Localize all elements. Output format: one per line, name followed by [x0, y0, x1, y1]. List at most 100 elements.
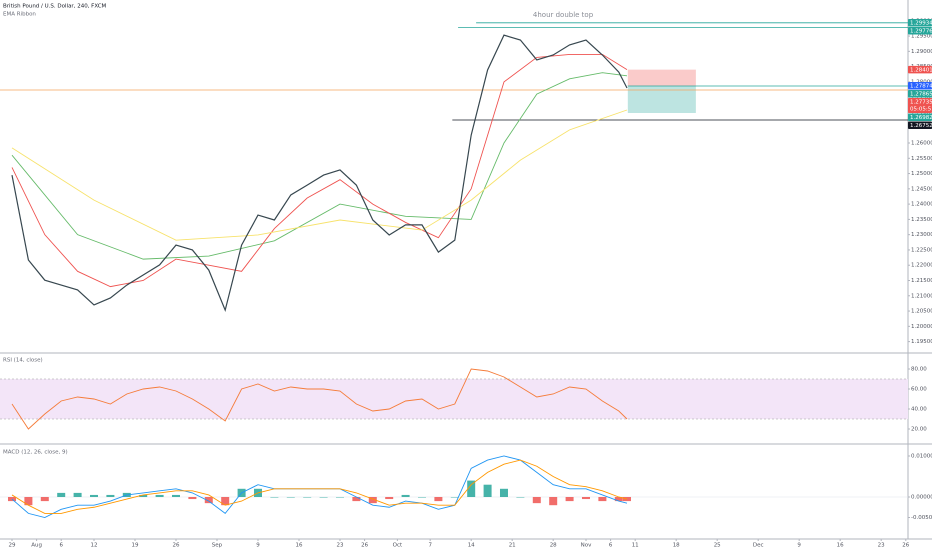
histogram-bar: [319, 496, 328, 498]
price-line: [11, 53, 628, 288]
histogram-bar: [549, 496, 558, 506]
price-tag-label: 1.27874: [910, 83, 932, 89]
y-tick-label: 1.20500: [911, 309, 932, 315]
y-tick-label: 40.00: [911, 407, 927, 413]
price-tag: [908, 113, 932, 121]
price-tag: [908, 27, 932, 35]
histogram-bar: [385, 496, 394, 500]
y-tick-label: 1.21500: [911, 278, 932, 284]
price-tag-label: 1.29776: [910, 28, 932, 34]
histogram-bar: [417, 496, 426, 498]
y-tick-label: 1.27500: [911, 95, 932, 101]
x-tick-label: 14: [468, 543, 475, 549]
x-tick-label: 7: [428, 543, 432, 549]
x-tick-label: 21: [509, 543, 516, 549]
histogram-bar: [401, 494, 410, 497]
x-tick-label: 16: [837, 543, 844, 549]
y-tick-label: 1.22500: [911, 247, 932, 253]
histogram-bar: [40, 496, 49, 502]
y-tick-label: 1.19500: [911, 339, 932, 345]
histogram-bar: [106, 494, 115, 497]
price-tag: [908, 89, 932, 98]
histogram-bar: [188, 496, 197, 500]
x-tick-label: 23: [878, 543, 885, 549]
y-tick-label: 60.00: [911, 387, 927, 393]
annotation: 4hour double top: [533, 11, 594, 19]
price-line: [11, 34, 628, 313]
histogram-bar: [73, 492, 82, 497]
indicator-title: EMA Ribbon: [3, 12, 36, 18]
x-tick-label: 23: [336, 543, 343, 549]
y-tick-label: 0.01000: [911, 453, 932, 459]
y-tick-label: 1.24000: [911, 202, 932, 208]
histogram-bar: [598, 496, 607, 502]
x-tick-label: 25: [714, 543, 721, 549]
x-tick-label: 26: [902, 543, 909, 549]
histogram-bar: [171, 494, 180, 497]
y-tick-label: 1.20000: [911, 324, 932, 330]
price-tag-label: 1.26752: [910, 123, 932, 129]
y-tick-label: 1.29000: [911, 49, 932, 55]
x-tick-label: 9: [797, 543, 801, 549]
chart-title: British Pound / U.S. Dollar, 240, FXCM: [3, 4, 107, 10]
price-tag: [908, 81, 932, 90]
y-tick-label: 1.21000: [911, 293, 932, 299]
x-tick-label: 18: [673, 543, 680, 549]
stop-zone: [627, 69, 696, 87]
y-tick-label: 1.22000: [911, 263, 932, 269]
x-tick-label: 6: [609, 543, 613, 549]
price-tag: [908, 65, 932, 74]
x-tick-label: 28: [550, 543, 557, 549]
y-tick-label: 1.25000: [911, 171, 932, 177]
x-tick-label: 26: [361, 543, 368, 549]
price-countdown: 05:05:51: [910, 107, 932, 113]
x-tick-label: Oct: [393, 543, 403, 549]
histogram-bar: [622, 496, 631, 502]
histogram-bar: [434, 496, 443, 502]
histogram-bar: [270, 496, 279, 498]
histogram-bar: [221, 496, 230, 506]
histogram-bar: [581, 496, 590, 500]
y-tick-label: 0.00000: [911, 494, 932, 500]
histogram-bar: [303, 496, 312, 498]
price-tag-label: 1.27865: [910, 91, 932, 97]
x-tick-label: 16: [295, 543, 302, 549]
rsi-title: RSI (14, close): [3, 358, 43, 364]
x-tick-label: 29: [8, 543, 15, 549]
y-tick-label: 1.23500: [911, 217, 932, 223]
x-tick-label: 9: [256, 543, 260, 549]
macd-line: [11, 459, 628, 514]
rsi-line: [11, 368, 628, 430]
x-tick-label: 19: [131, 543, 138, 549]
x-tick-label: Nov: [581, 543, 592, 549]
histogram-bar: [335, 496, 344, 498]
histogram-bar: [450, 496, 459, 498]
histogram-bar: [155, 494, 164, 497]
y-tick-label: 1.24500: [911, 186, 932, 192]
y-tick-label: 20.00: [911, 427, 927, 433]
histogram-bar: [565, 496, 574, 502]
rsi-band: [0, 379, 908, 419]
histogram-bar: [516, 496, 525, 498]
histogram-bar: [139, 494, 148, 497]
x-tick-label: 26: [172, 543, 179, 549]
y-tick-label: 1.25500: [911, 156, 932, 162]
histogram-bar: [532, 496, 541, 504]
x-tick-label: Sep: [212, 543, 223, 549]
histogram-bar: [499, 488, 508, 497]
y-tick-label: 1.23000: [911, 232, 932, 238]
x-tick-label: Dec: [753, 543, 764, 549]
histogram-bar: [467, 480, 476, 497]
histogram-bar: [352, 496, 361, 502]
price-tag-label: 1.29934: [910, 20, 932, 26]
price-tag-label: 1.27735: [910, 99, 932, 105]
histogram-bar: [24, 496, 33, 506]
price-tag-label: 1.26982: [910, 115, 932, 121]
macd-title: MACD (12, 26, close, 9): [3, 450, 68, 456]
histogram-bar: [614, 496, 623, 502]
target-zone: [627, 86, 696, 113]
y-tick-label: 1.29500: [911, 34, 932, 40]
